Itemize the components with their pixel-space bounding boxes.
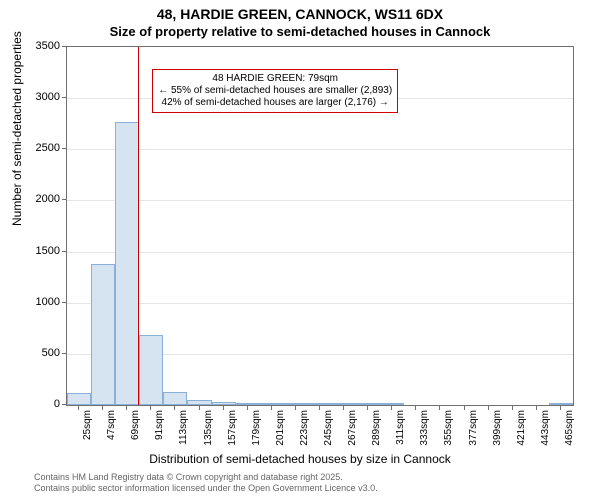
- plot-area: 48 HARDIE GREEN: 79sqm ← 55% of semi-det…: [66, 46, 574, 406]
- y-tick-label: 2500: [10, 142, 60, 154]
- x-tick-label: 25sqm: [82, 410, 93, 452]
- x-tick-label: 421sqm: [516, 410, 527, 452]
- histogram-bar: [284, 403, 308, 405]
- y-tick-label: 1000: [10, 296, 60, 308]
- histogram-bar: [212, 402, 236, 405]
- histogram-bar: [115, 122, 139, 405]
- x-tick-label: 311sqm: [395, 410, 406, 452]
- x-axis-label: Distribution of semi-detached houses by …: [0, 452, 600, 466]
- y-tick-label: 2000: [10, 193, 60, 205]
- x-tick-label: 465sqm: [564, 410, 575, 452]
- x-tick-label: 355sqm: [443, 410, 454, 452]
- y-tick-label: 3500: [10, 40, 60, 52]
- attribution: Contains HM Land Registry data © Crown c…: [34, 472, 378, 494]
- annotation-line-1: 48 HARDIE GREEN: 79sqm: [158, 73, 392, 85]
- histogram-bar: [549, 403, 573, 405]
- y-tick-label: 1500: [10, 245, 60, 257]
- attribution-line-2: Contains public sector information licen…: [34, 483, 378, 494]
- histogram-bar: [91, 264, 115, 405]
- histogram-bar: [139, 335, 163, 405]
- x-tick-label: 157sqm: [227, 410, 238, 452]
- y-tick-label: 3000: [10, 91, 60, 103]
- histogram-bar: [380, 403, 404, 405]
- marker-line: [138, 47, 139, 405]
- x-tick-label: 135sqm: [203, 410, 214, 452]
- x-tick-label: 223sqm: [299, 410, 310, 452]
- annotation-box: 48 HARDIE GREEN: 79sqm ← 55% of semi-det…: [152, 69, 398, 113]
- histogram-bar: [332, 403, 356, 405]
- histogram-bar: [163, 392, 187, 405]
- x-tick-label: 91sqm: [154, 410, 165, 452]
- x-tick-label: 245sqm: [323, 410, 334, 452]
- x-tick-label: 201sqm: [275, 410, 286, 452]
- x-tick-label: 267sqm: [347, 410, 358, 452]
- x-tick-label: 47sqm: [106, 410, 117, 452]
- x-tick-label: 377sqm: [468, 410, 479, 452]
- x-tick-label: 399sqm: [492, 410, 503, 452]
- x-tick-label: 443sqm: [540, 410, 551, 452]
- chart-container: 48, HARDIE GREEN, CANNOCK, WS11 6DX Size…: [0, 0, 600, 500]
- title-line-2: Size of property relative to semi-detach…: [0, 22, 600, 39]
- x-tick-label: 113sqm: [178, 410, 189, 452]
- annotation-line-3: 42% of semi-detached houses are larger (…: [158, 97, 392, 109]
- x-tick-label: 179sqm: [251, 410, 262, 452]
- annotation-line-2: ← 55% of semi-detached houses are smalle…: [158, 85, 392, 97]
- histogram-bar: [187, 400, 211, 405]
- y-tick-label: 0: [10, 398, 60, 410]
- title-line-1: 48, HARDIE GREEN, CANNOCK, WS11 6DX: [0, 0, 600, 22]
- histogram-bar: [356, 403, 380, 405]
- histogram-bar: [236, 403, 260, 405]
- x-tick-label: 333sqm: [419, 410, 430, 452]
- histogram-bar: [260, 403, 284, 405]
- x-tick-label: 69sqm: [130, 410, 141, 452]
- attribution-line-1: Contains HM Land Registry data © Crown c…: [34, 472, 378, 483]
- histogram-bar: [308, 403, 332, 405]
- y-tick-label: 500: [10, 347, 60, 359]
- x-tick-label: 289sqm: [371, 410, 382, 452]
- histogram-bar: [67, 393, 91, 405]
